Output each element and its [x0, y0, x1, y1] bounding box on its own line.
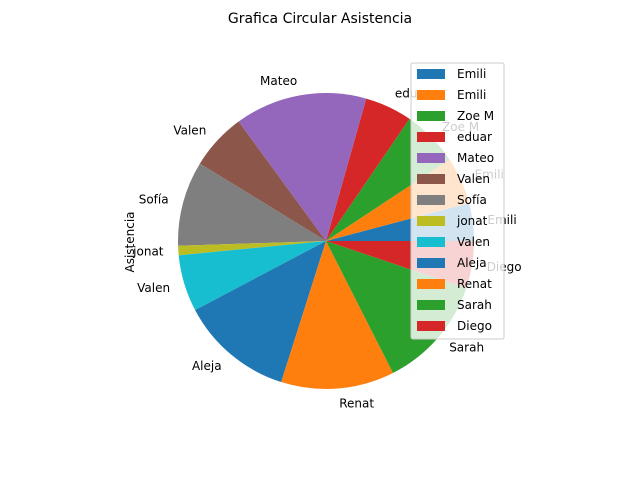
pie-slice — [195, 241, 326, 383]
legend-label: Zoe M — [457, 109, 494, 123]
legend-swatch — [417, 111, 445, 121]
pie-slice — [199, 121, 326, 241]
pie-slice — [281, 241, 393, 390]
legend-swatch — [417, 174, 445, 184]
pie-slice — [326, 241, 467, 373]
slice-label: jonat — [132, 245, 164, 259]
legend-swatch — [417, 279, 445, 289]
legend-label: jonat — [456, 214, 488, 228]
legend-swatch — [417, 90, 445, 100]
legend-swatch — [417, 258, 445, 268]
slice-label: Sofía — [139, 192, 169, 206]
legend-label: Sofía — [457, 193, 487, 207]
pie-slice — [238, 92, 367, 242]
pie-slices — [178, 92, 474, 390]
legend-swatch — [417, 216, 445, 226]
legend-swatch — [417, 69, 445, 79]
slice-label: Aleja — [192, 359, 222, 373]
y-axis-label: Asistencia — [123, 211, 137, 272]
legend-swatch — [417, 195, 445, 205]
legend-swatch — [417, 153, 445, 163]
legend-swatch — [417, 321, 445, 331]
legend-swatch — [417, 132, 445, 142]
legend-label: Emili — [457, 88, 486, 102]
slice-label: Sarah — [449, 340, 484, 354]
slice-label: Valen — [137, 281, 170, 295]
legend: Emili Emili Zoe M eduar Mateo Valen Sofía jonat… — [410, 62, 505, 340]
slice-label: Renat — [339, 396, 374, 410]
legend-label: Aleja — [457, 256, 487, 270]
chart-title: Grafica Circular Asistencia — [228, 11, 412, 27]
slice-label: Valen — [173, 124, 206, 138]
legend-label: Mateo — [457, 151, 494, 165]
legend-label: Emili — [457, 67, 486, 81]
legend-label: Valen — [457, 235, 490, 249]
pie-slice — [178, 241, 326, 311]
legend-swatch — [417, 237, 445, 247]
legend-label: Valen — [457, 172, 490, 186]
pie-slice — [178, 241, 326, 256]
legend-label: Diego — [457, 319, 492, 333]
legend-label: Sarah — [457, 298, 492, 312]
legend-label: Renat — [457, 277, 492, 291]
pie-slice — [178, 163, 326, 246]
legend-swatch — [417, 300, 445, 310]
slice-label: Mateo — [260, 74, 297, 88]
pie-slice — [326, 98, 410, 241]
legend-label: eduar — [457, 130, 492, 144]
